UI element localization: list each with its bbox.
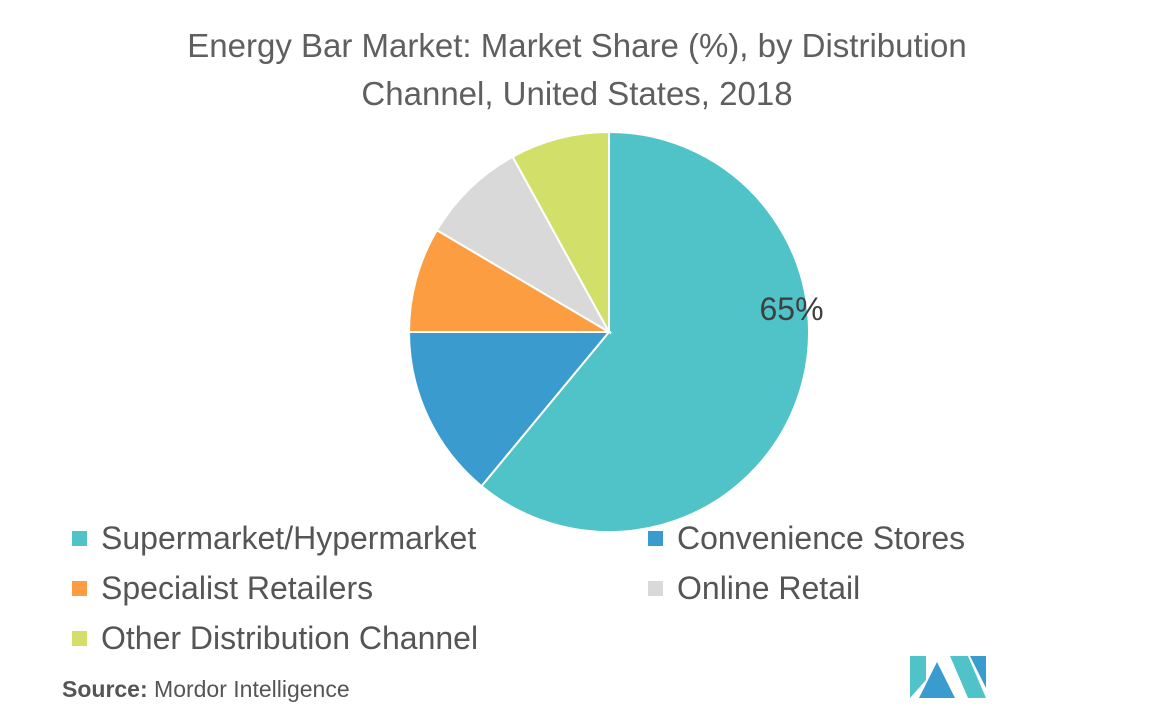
chart-title: Energy Bar Market: Market Share (%), by …: [0, 22, 1154, 118]
pie-data-label: 65%: [760, 291, 824, 327]
source-label: Source:: [62, 676, 148, 702]
logo-shape-corner: [970, 656, 986, 688]
logo-shape-right: [950, 656, 986, 698]
pie-slice-convenience-stores: [407, 331, 612, 488]
pie-slice-supermarket-hypermarket: [480, 130, 810, 533]
chart-title-line-1: Energy Bar Market: Market Share (%), by …: [187, 27, 967, 64]
source-note: Source: Mordor Intelligence: [62, 676, 350, 703]
source-text: Mordor Intelligence: [154, 676, 350, 702]
logo-shape-mid: [919, 662, 955, 698]
chart-title-line-2: Channel, United States, 2018: [361, 75, 793, 112]
mordor-intelligence-logo: [910, 656, 986, 698]
logo-shape-left: [910, 656, 926, 698]
pie-slice-other-distribution-channel: [511, 130, 610, 333]
pie-slice-specialist-retailers: [407, 228, 613, 333]
pie-slice-online-retail: [435, 155, 612, 335]
